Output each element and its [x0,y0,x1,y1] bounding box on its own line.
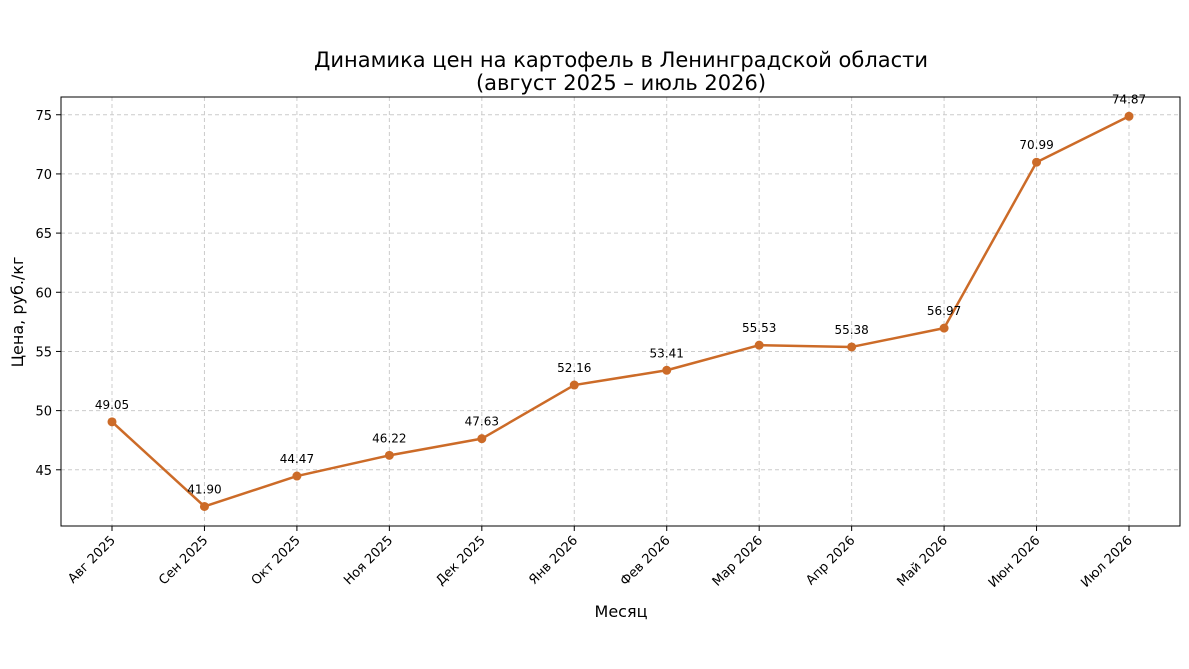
data-label: 56.97 [927,304,961,318]
data-label: 55.38 [834,323,868,337]
data-point [384,450,394,460]
x-tick-label: Фев 2026 [618,533,674,589]
data-label: 49.05 [95,398,129,412]
price-series: 49.05 41.90 44.47 46.22 47.63 52.16 53.41 55.53… [95,92,1146,511]
data-point [662,365,672,375]
x-tick-label: Янв 2026 [526,533,581,588]
axis-ticks: Авг 2025 Сен 2025 Окт 2025 Ноя 2025 Дек 2025… [35,109,1135,591]
data-label: 52.16 [557,361,591,375]
price-line [111,115,1130,508]
y-tick-label: 55 [35,345,52,360]
y-tick-label: 45 [35,464,52,479]
data-point [199,501,209,511]
x-axis-label: Месяц [595,602,648,621]
x-tick-label: Июл 2026 [1078,533,1135,590]
data-point [569,380,579,390]
data-label: 55.53 [742,321,776,335]
data-label: 47.63 [465,415,499,429]
data-label: 46.22 [372,431,406,445]
x-tick-label: Апр 2026 [803,533,858,588]
data-point [477,434,487,444]
chart-title-line1: Динамика цен на картофель в Ленинградско… [314,48,928,72]
data-label: 41.90 [187,482,221,496]
y-axis-label: Цена, руб./кг [8,257,27,368]
data-point [107,417,117,427]
x-tick-label: Дек 2025 [433,533,488,588]
x-tick-label: Май 2026 [894,533,950,589]
data-point [939,323,949,333]
x-tick-label: Ноя 2025 [341,533,396,588]
data-point [1124,111,1134,121]
y-tick-label: 60 [35,286,52,301]
y-tick-label: 70 [35,168,52,183]
data-point [847,342,857,352]
data-label: 74.87 [1112,92,1146,106]
y-tick-label: 50 [35,405,52,420]
data-point [292,471,302,481]
x-tick-label: Авг 2025 [65,533,118,586]
data-label: 44.47 [280,452,314,466]
x-tick-label: Мар 2026 [710,533,766,589]
data-point [1032,157,1042,167]
x-tick-label: Июн 2026 [986,533,1044,591]
data-point [754,340,764,350]
y-tick-label: 65 [35,227,52,242]
x-tick-label: Окт 2025 [249,533,304,588]
plot-area [60,96,1181,527]
grid [61,97,1180,526]
y-tick-label: 75 [35,109,52,124]
x-tick-label: Сен 2025 [156,533,211,588]
data-label: 70.99 [1019,138,1053,152]
chart-title-line2: (август 2025 – июль 2026) [476,71,766,95]
data-label: 53.41 [650,346,684,360]
